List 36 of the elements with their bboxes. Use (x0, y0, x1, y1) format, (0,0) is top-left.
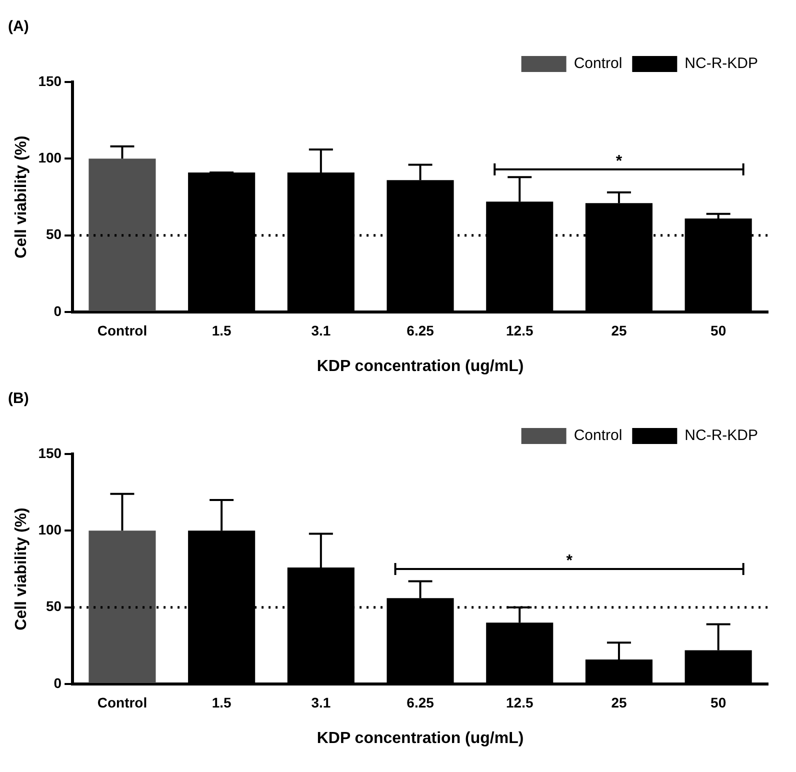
x-tick-label: 6.25 (406, 694, 434, 710)
y-tick-label: 100 (38, 522, 62, 538)
y-tick-label: 0 (54, 302, 62, 319)
x-tick-label: 25 (611, 694, 627, 710)
chart-title: (B) (8, 390, 29, 408)
x-tick-label: 1.5 (212, 322, 232, 338)
legend-label: Control (574, 427, 622, 444)
y-axis-title: Cell viability (%) (13, 136, 30, 258)
chart-title: (A) (8, 18, 29, 36)
legend-label: Control (574, 55, 622, 72)
x-tick-label: 50 (710, 694, 726, 710)
y-tick-label: 50 (46, 226, 62, 242)
x-tick-label: 3.1 (311, 322, 331, 338)
y-tick-label: 50 (46, 598, 62, 614)
x-tick-label: 50 (710, 322, 726, 338)
x-tick-label: 1.5 (212, 694, 232, 710)
x-tick-label: 25 (611, 322, 627, 338)
bar (88, 530, 156, 683)
y-axis-title: Cell viability (%) (13, 508, 30, 630)
x-axis-title: KDP concentration (ug/mL) (316, 730, 524, 747)
x-tick-label: Control (97, 694, 148, 710)
y-tick-label: 100 (38, 150, 62, 166)
x-tick-label: 12.5 (506, 694, 534, 710)
x-axis-title: KDP concentration (ug/mL) (316, 358, 524, 375)
x-tick-label: Control (97, 322, 148, 338)
annotation: * (616, 152, 623, 170)
y-tick-label: 150 (38, 444, 62, 461)
legend-label: NC-R-KDP (684, 55, 758, 72)
x-tick-label: 3.1 (311, 694, 331, 710)
annotation: * (566, 552, 574, 570)
x-tick-label: 12.5 (506, 322, 534, 338)
bar (88, 158, 156, 311)
y-tick-label: 150 (38, 72, 62, 89)
y-tick-label: 0 (54, 674, 62, 691)
x-tick-label: 6.25 (406, 322, 434, 338)
legend-label: NC-R-KDP (684, 427, 758, 444)
